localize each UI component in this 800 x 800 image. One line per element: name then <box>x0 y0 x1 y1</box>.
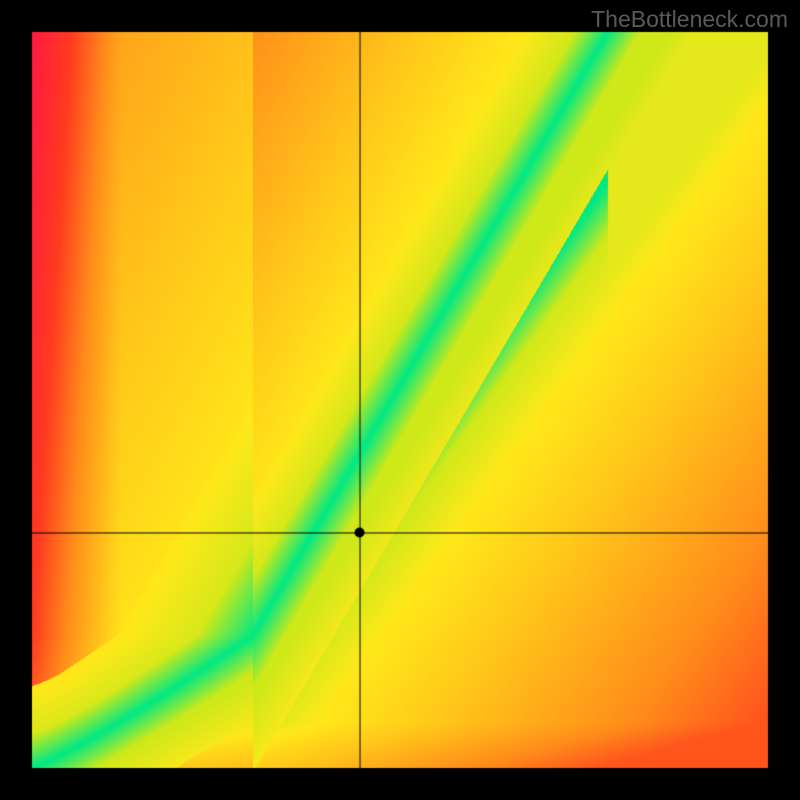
watermark-text: TheBottleneck.com <box>591 6 788 33</box>
chart-root: TheBottleneck.com <box>0 0 800 800</box>
bottleneck-heatmap-canvas <box>0 0 800 800</box>
